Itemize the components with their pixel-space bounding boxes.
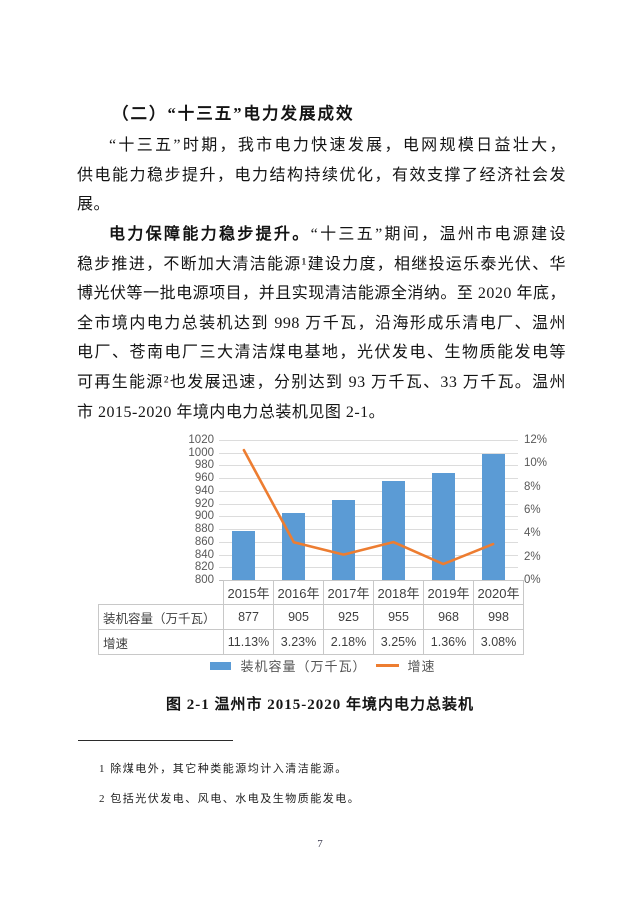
table-row-capacity: 装机容量（万千瓦） 877 905 925 955 968 998 xyxy=(98,604,524,630)
page-number: 7 xyxy=(317,838,323,850)
footnote-2: 2 包括光伏发电、风电、水电及生物质能发电。 xyxy=(99,793,361,805)
growth-rate-line xyxy=(242,448,495,566)
paragraph-1: “十三五”时期，我市电力快速发展，电网规模日益壮大， 供电能力稳步提升，电力结构… xyxy=(77,131,566,220)
table-row-years: 2015年 2016年 2017年 2018年 2019年 2020年 xyxy=(98,580,524,605)
capacity-value: 968 xyxy=(423,604,474,630)
right-axis-tick: 8% xyxy=(524,480,541,493)
capacity-value: 998 xyxy=(473,604,524,630)
paragraph-line: 电力保障能力稳步提升。“十三五”期间，温州市电源建设 xyxy=(77,220,566,250)
gridline xyxy=(219,452,518,454)
growth-value: 2.18% xyxy=(323,629,374,655)
growth-value: 3.23% xyxy=(273,629,324,655)
year-header: 2016年 xyxy=(273,580,324,605)
right-axis-tick: 0% xyxy=(524,574,541,586)
left-axis-tick: 940 xyxy=(194,484,214,497)
capacity-value: 905 xyxy=(273,604,324,630)
paragraph-line: 全市境内电力总装机达到 998 万千瓦，沿海形成乐清电厂、温州 xyxy=(77,314,566,332)
gridline xyxy=(219,554,518,556)
right-axis-tick: 6% xyxy=(524,504,541,516)
capacity-value: 955 xyxy=(373,604,424,630)
bold-lead-in: 电力保障能力稳步提升。 xyxy=(109,226,311,243)
row-label: 装机容量（万千瓦） xyxy=(98,604,224,630)
line-series-label: 增速 xyxy=(407,659,436,674)
bar-2017年 xyxy=(332,500,356,580)
chart-data-table: 2015年 2016年 2017年 2018年 2019年 2020年 装机容量… xyxy=(98,580,524,655)
paragraph-line: 展。 xyxy=(77,196,111,214)
combo-chart-plot-area xyxy=(219,440,518,581)
left-axis-tick: 840 xyxy=(194,548,214,561)
chart-legend: 装机容量（万千瓦） 增速 xyxy=(98,656,548,675)
bar-2020年 xyxy=(481,454,505,580)
capacity-value: 925 xyxy=(323,604,374,630)
paragraph-line: 稳步推进，不断加大清洁能源¹建设力度，相继投运乐泰光伏、华 xyxy=(77,255,566,273)
figure-caption: 图 2-1 温州市 2015-2020 年境内电力总装机 xyxy=(166,697,474,713)
left-axis-tick: 1020 xyxy=(188,434,214,446)
table-corner-cell xyxy=(98,580,224,605)
footnote-1: 1 除煤电外，其它种类能源均计入清洁能源。 xyxy=(99,763,348,775)
line-series-swatch-icon xyxy=(375,664,399,667)
bar-series-swatch-icon xyxy=(210,661,232,670)
table-row-growth: 增速 11.13% 3.23% 2.18% 3.25% 1.36% 3.08% xyxy=(98,629,524,655)
bar-2015年 xyxy=(232,531,256,580)
paragraph-line: 供电能力稳步提升，电力结构持续优化，有效支撑了经济社会发 xyxy=(77,166,566,184)
year-header: 2015年 xyxy=(223,580,274,605)
gridline xyxy=(219,490,518,492)
left-axis-tick: 960 xyxy=(194,472,214,485)
paragraph-line: 可再生能源²也发展迅速，分别达到 93 万千瓦、33 万千瓦。温州 xyxy=(77,373,566,391)
paragraph-2: 电力保障能力稳步提升。“十三五”期间，温州市电源建设 稳步推进，不断加大清洁能源… xyxy=(77,220,566,427)
footnote-separator xyxy=(78,740,233,741)
growth-value: 3.25% xyxy=(373,629,424,655)
right-axis-tick: 10% xyxy=(524,457,548,470)
gridline xyxy=(219,503,518,505)
year-header: 2020年 xyxy=(473,580,524,605)
growth-value: 3.08% xyxy=(473,629,524,655)
paragraph-line: 市 2015-2020 年境内电力总装机见图 2-1。 xyxy=(77,403,386,421)
left-axis-tick: 1000 xyxy=(188,446,214,459)
left-axis-tick: 900 xyxy=(194,510,214,523)
lead-line-rest: “十三五”期间，温州市电源建设 xyxy=(310,226,566,243)
growth-value: 1.36% xyxy=(423,629,474,655)
gridline xyxy=(219,440,518,441)
right-axis-tick: 12% xyxy=(524,434,548,446)
gridline xyxy=(219,465,518,467)
left-axis-tick: 980 xyxy=(194,459,214,472)
left-axis-tick: 820 xyxy=(194,561,214,574)
gridline xyxy=(219,529,518,531)
year-header: 2018年 xyxy=(373,580,424,605)
bar-series-label: 装机容量（万千瓦） xyxy=(240,659,367,674)
year-header: 2017年 xyxy=(323,580,374,605)
gridline xyxy=(219,516,518,518)
left-axis-tick: 920 xyxy=(194,497,214,510)
section-heading: （二）“十三五”电力发展成效 xyxy=(112,104,355,123)
row-label: 增速 xyxy=(98,629,224,655)
paragraph-line: “十三五”时期，我市电力快速发展，电网规模日益壮大， xyxy=(109,137,566,154)
gridline xyxy=(219,567,518,569)
bar-2019年 xyxy=(431,473,455,580)
gridline xyxy=(219,478,518,480)
paragraph-line: 博光伏等一批电源项目，并且实现清洁能源全消纳。至 2020 年底， xyxy=(77,285,566,303)
gridline xyxy=(219,541,518,543)
capacity-value: 877 xyxy=(223,604,274,630)
right-axis-tick: 4% xyxy=(524,527,541,540)
bar-2018年 xyxy=(381,481,405,580)
paragraph-line: 电厂、苍南电厂三大清洁煤电基地，光伏发电、生物质能发电等 xyxy=(77,344,566,362)
right-axis-tick: 2% xyxy=(524,550,541,563)
growth-value: 11.13% xyxy=(223,629,274,655)
left-axis-tick: 860 xyxy=(194,535,214,548)
year-header: 2019年 xyxy=(423,580,474,605)
left-axis-tick: 880 xyxy=(194,523,214,536)
